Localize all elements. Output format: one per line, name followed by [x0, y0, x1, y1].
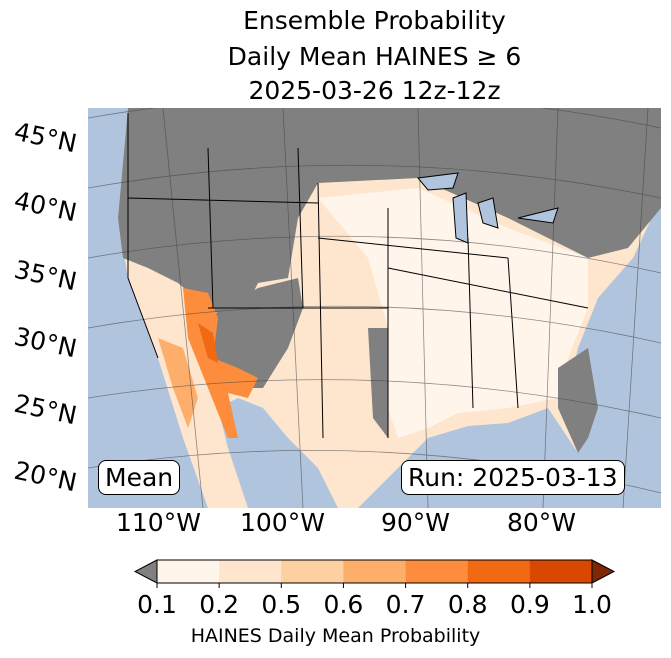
- high-prob-core: [198, 323, 218, 363]
- colorbar-tick-label: 0.5: [261, 590, 302, 619]
- colorbar-frame: [156, 559, 593, 584]
- region-low-prob-east: [318, 188, 588, 438]
- masked-texas: [368, 328, 388, 438]
- colorbar-tick-label: 0.6: [323, 590, 364, 619]
- lon-label-80: 80°W: [507, 508, 577, 537]
- colorbar-tick-label: 0.8: [447, 590, 488, 619]
- title-line-3: 2025-03-26 12z-12z: [248, 76, 501, 105]
- colorbar-tick-label: 0.9: [509, 590, 550, 619]
- colorbar-segment: [343, 560, 407, 583]
- lat-label-45: 45°N: [11, 116, 80, 159]
- lon-label-90: 90°W: [381, 508, 451, 537]
- lat-label-20: 20°N: [11, 455, 80, 498]
- colorbar-segment: [467, 560, 531, 583]
- colorbar-under-arrow: [133, 559, 158, 584]
- colorbar: [133, 559, 616, 588]
- lat-label-40: 40°N: [11, 185, 80, 228]
- colorbar-tick-label: 0.2: [199, 590, 240, 619]
- colorbar-tick-label: 0.1: [137, 590, 177, 619]
- colorbar-segment: [529, 560, 593, 583]
- mean-label: Mean: [98, 460, 181, 495]
- colorbar-segment: [405, 560, 469, 583]
- lon-label-100: 100°W: [240, 508, 325, 537]
- medium-prob-coast: [158, 338, 198, 428]
- colorbar-segment: [157, 560, 220, 583]
- run-label: Run: 2025-03-13: [401, 460, 625, 495]
- colorbar-segment: [281, 560, 344, 583]
- lat-label-25: 25°N: [11, 388, 80, 431]
- masked-rockies: [208, 278, 303, 388]
- lat-label-35: 35°N: [11, 254, 80, 297]
- colorbar-label: HAINES Daily Mean Probability: [190, 625, 481, 647]
- colorbar-tick-label: 0.7: [385, 590, 426, 619]
- state-borders: [127, 113, 589, 439]
- masked-north: [118, 108, 661, 323]
- title-line-2: Daily Mean HAINES ≥ 6: [227, 42, 522, 71]
- graticule: [88, 108, 661, 508]
- colorbar-over-arrow: [591, 559, 616, 584]
- colorbar-tick-label: 1.0: [572, 590, 612, 619]
- lon-label-110: 110°W: [116, 508, 201, 537]
- lat-label-30: 30°N: [11, 321, 80, 364]
- map: [88, 108, 661, 508]
- masked-southeast: [558, 348, 598, 453]
- title-line-1: Ensemble Probability: [243, 6, 506, 35]
- colorbar-segment: [219, 560, 282, 583]
